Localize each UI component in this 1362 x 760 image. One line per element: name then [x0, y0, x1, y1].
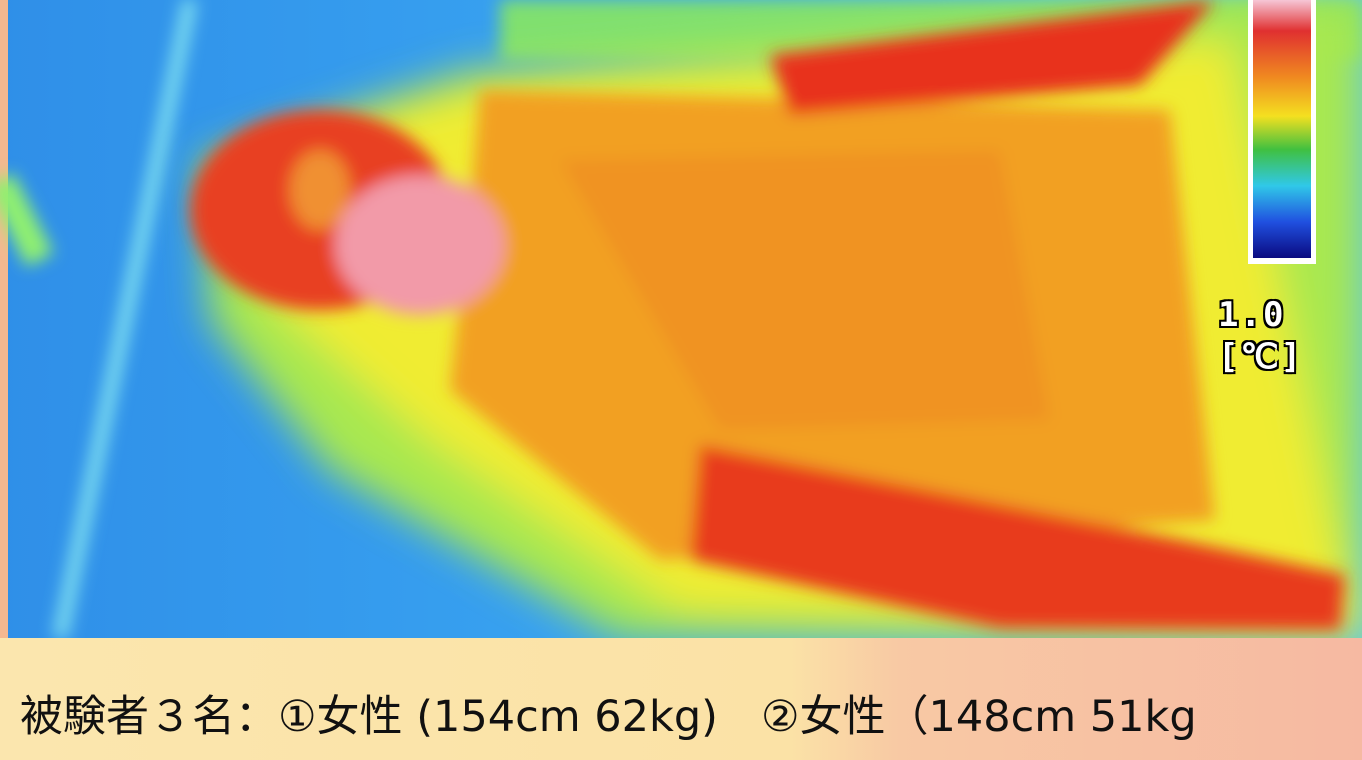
colorbar [1253, 0, 1311, 258]
caption: 被験者３名：①女性 (154cm 62kg) ②女性（148cm 51kg [20, 692, 1197, 742]
edge [0, 0, 8, 638]
scale-value: 1.0 [1218, 295, 1286, 335]
body [190, 0, 1345, 630]
caption-band: 被験者３名：①女性 (154cm 62kg) ②女性（148cm 51kg [0, 638, 1362, 760]
thermal-image [0, 0, 1362, 638]
scale-unit: [℃] [1218, 337, 1304, 377]
